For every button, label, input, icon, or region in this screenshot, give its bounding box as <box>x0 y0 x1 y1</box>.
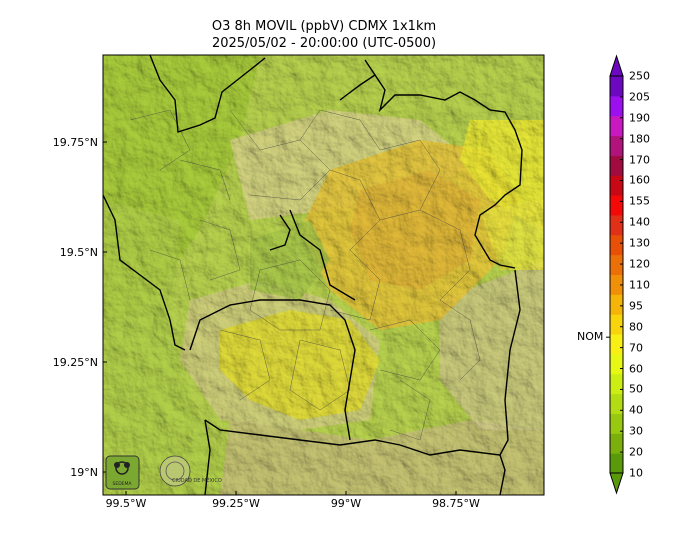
colorbar-tick-label: 170 <box>629 153 650 167</box>
colorbar-min-arrow <box>609 472 624 495</box>
colorbar-tick-label: 120 <box>629 257 650 271</box>
ozone-field <box>103 55 544 495</box>
colorbar-segments <box>609 54 624 495</box>
svg-text:SEDEMA: SEDEMA <box>113 481 133 487</box>
lat-label: 19°N <box>70 466 98 479</box>
colorbar-segment <box>610 234 623 256</box>
colorbar-segment <box>610 115 623 137</box>
colorbar-tick-label: 205 <box>629 90 650 104</box>
colorbar-max-arrow <box>609 54 624 77</box>
municipal-borders <box>129 109 481 441</box>
colorbar-tick-label: 190 <box>629 111 650 125</box>
colorbar-segment <box>610 175 623 196</box>
lon-label: 98.75°W <box>432 497 480 510</box>
colorbar-segment <box>610 413 623 434</box>
lon-label: 99.25°W <box>212 497 260 510</box>
cdmx-logo: CIUDAD DE MÉXICO <box>159 455 222 487</box>
colorbar-segment <box>610 353 623 375</box>
colorbar-segment <box>610 373 623 395</box>
colorbar-tick-label: 180 <box>629 132 650 146</box>
map-title: O3 8h MOVIL (ppbV) CDMX 1x1km <box>211 19 437 34</box>
lon-label: 99°W <box>330 497 362 510</box>
colorbar-segment <box>610 334 623 355</box>
colorbar-segment <box>610 155 623 176</box>
colorbar-segment <box>610 433 623 454</box>
lat-label: 19.25°N <box>52 356 98 369</box>
nom-label: NOM <box>577 330 604 344</box>
colorbar-tick-label: 70 <box>629 341 643 355</box>
colorbar-tick-label: 130 <box>629 236 650 250</box>
colorbar-outline <box>609 75 624 474</box>
colorbar-tick-label: 10 <box>629 466 643 480</box>
colorbar-tick-label: 95 <box>629 299 643 313</box>
colorbar-tick-label: 155 <box>629 194 650 208</box>
colorbar-tick-label: 40 <box>629 403 643 417</box>
colorbar-ticks <box>606 75 623 474</box>
colorbar-segment <box>610 195 623 216</box>
colorbar-segment <box>610 95 623 117</box>
colorbar-segment <box>610 274 623 295</box>
colorbar-segment <box>610 254 623 275</box>
colorbar-tick-label: 30 <box>629 424 643 438</box>
colorbar-tick-label: 80 <box>629 320 643 334</box>
colorbar-segment <box>610 314 623 335</box>
lat-label: 19.75°N <box>52 136 98 149</box>
colorbar-tick-label: 60 <box>629 362 643 376</box>
colorbar-tick-label: 110 <box>629 278 650 292</box>
state-borders <box>103 55 523 495</box>
map-timestamp: 2025/05/02 - 20:00:00 (UTC-0500) <box>211 36 437 51</box>
colorbar-tick-label: 160 <box>629 173 650 187</box>
colorbar-segment <box>610 294 623 315</box>
sedema-logo: SEDEMA <box>105 455 140 490</box>
svg-text:CIUDAD DE MÉXICO: CIUDAD DE MÉXICO <box>172 476 222 484</box>
lat-label: 19.5°N <box>59 246 98 259</box>
colorbar-tick-label: 50 <box>629 382 643 396</box>
map-frame <box>102 54 545 496</box>
colorbar-segment <box>610 135 623 156</box>
colorbar-segment <box>610 76 623 97</box>
colorbar-segment <box>610 214 623 236</box>
colorbar-tick-label: 250 <box>629 69 650 83</box>
colorbar-segment <box>610 453 623 474</box>
colorbar-segment <box>610 393 623 414</box>
colorbar-tick-label: 140 <box>629 215 650 229</box>
lon-label: 99.5°W <box>105 497 147 510</box>
colorbar-tick-label: 20 <box>629 445 643 459</box>
